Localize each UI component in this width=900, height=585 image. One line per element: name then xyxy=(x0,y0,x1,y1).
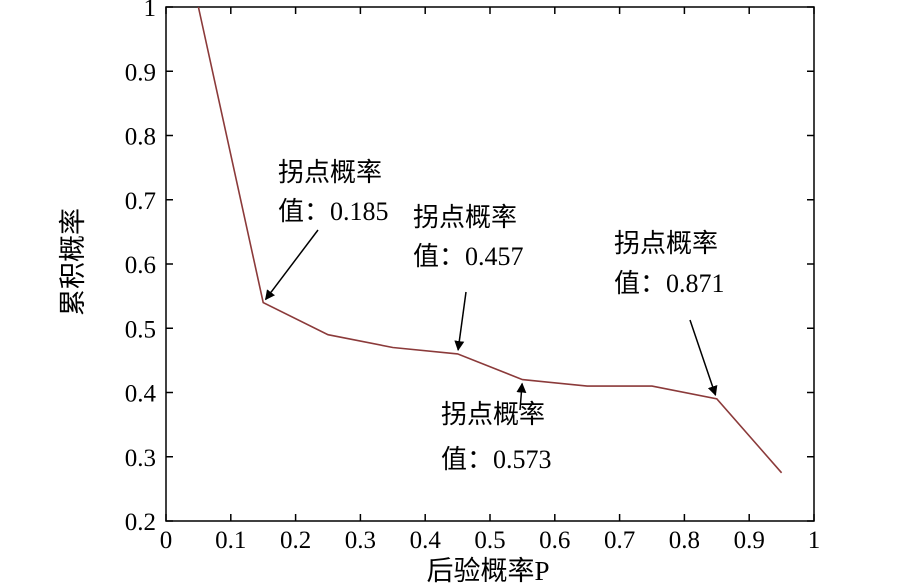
y-axis-label: 累积概率 xyxy=(58,208,88,316)
x-tick-label: 0.5 xyxy=(474,527,505,554)
y-axis: 0.2 0.3 0.4 0.5 0.6 0.7 0.8 0.9 1 xyxy=(125,0,814,536)
x-tick-label: 0.8 xyxy=(669,527,700,554)
x-axis: 0 0.1 0.2 0.3 0.4 0.5 0.6 0.7 0.8 0.9 1 xyxy=(160,7,821,554)
x-tick-label: 0.9 xyxy=(734,527,765,554)
annotation-title: 拐点概率 xyxy=(278,158,382,187)
x-tick-label: 0.3 xyxy=(345,527,376,554)
annotation-title: 拐点概率 xyxy=(413,203,517,232)
series-group xyxy=(197,6,783,474)
annotation-arrow xyxy=(689,319,718,397)
y-tick-label: 0.9 xyxy=(125,59,156,86)
y-tick-label: 0.7 xyxy=(125,188,156,215)
y-tick-label: 0.3 xyxy=(125,445,156,472)
x-tick-label: 0.1 xyxy=(215,527,246,554)
annotation-arrow xyxy=(264,229,319,301)
y-tick-label: 0.5 xyxy=(125,316,156,343)
annotation-value: 值：0.871 xyxy=(614,269,725,298)
x-tick-label: 1 xyxy=(808,527,821,554)
y-tick-label: 1 xyxy=(144,0,157,22)
x-tick-label: 0.6 xyxy=(539,527,570,554)
annotation-arrow xyxy=(516,382,527,411)
x-tick-label: 0.2 xyxy=(280,527,311,554)
x-axis-label: 后验概率P xyxy=(426,556,549,585)
annotation-title: 拐点概率 xyxy=(441,400,545,429)
y-tick-label: 0.2 xyxy=(125,509,156,536)
y-tick-label: 0.8 xyxy=(125,124,156,151)
annotation-value: 值：0.457 xyxy=(413,242,524,271)
annotation-arrow xyxy=(454,291,467,351)
annotation-value: 值：0.573 xyxy=(441,445,552,474)
annotation-value: 值：0.185 xyxy=(278,197,389,226)
annotation-title: 拐点概率 xyxy=(614,229,718,258)
y-tick-label: 0.6 xyxy=(125,252,156,279)
series-line xyxy=(197,6,783,474)
y-tick-label: 0.4 xyxy=(125,381,157,408)
x-tick-label: 0.7 xyxy=(604,527,635,554)
x-tick-label: 0 xyxy=(160,527,173,554)
x-tick-label: 0.4 xyxy=(410,527,442,554)
